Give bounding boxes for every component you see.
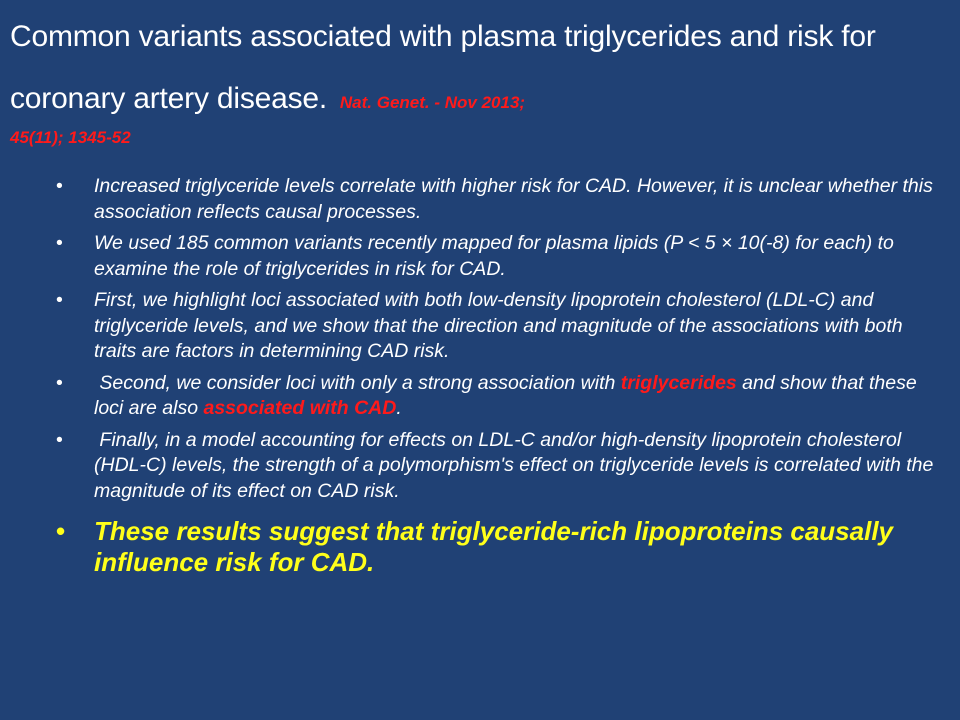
highlight-triglycerides: triglycerides (620, 371, 737, 394)
bullet-text: Second, we consider loci with only a str… (94, 372, 922, 420)
bullet-item: • Second, we consider loci with only a s… (48, 371, 938, 422)
bullet-icon: • (56, 428, 63, 451)
bullet-text-part: and show that these loci are also (94, 371, 923, 420)
bullet-icon: • (56, 289, 63, 311)
bullet-text: First, we highlight loci associated with… (94, 289, 903, 362)
bullet-item: • Finally, in a model accounting for eff… (48, 428, 938, 505)
bullet-item: • We used 185 common variants recently m… (48, 231, 938, 282)
bullet-text: Finally, in a model accounting for effec… (94, 428, 939, 502)
slide-title: Common variants associated with plasma t… (10, 6, 950, 148)
conclusion-bullet: • These results suggest that triglycerid… (48, 516, 938, 578)
bullet-icon: • (56, 371, 63, 394)
highlight-associated-with-cad: associated with CAD (203, 397, 397, 419)
title-text: Common variants associated with plasma t… (10, 20, 876, 115)
bullet-icon: • (56, 232, 63, 254)
citation: Nat. Genet. - Nov 2013; 45(11); 1345-52 (10, 93, 950, 148)
citation-line1: Nat. Genet. - Nov 2013; (339, 93, 526, 112)
bullet-icon: • (56, 516, 66, 546)
bullet-text-part: Second, we consider loci with only a str… (94, 371, 621, 394)
conclusion-text: These results suggest that triglyceride-… (94, 516, 894, 577)
bullet-list: • Increased triglyceride levels correlat… (48, 174, 938, 584)
bullet-text-part: . (396, 397, 402, 419)
bullet-item: • Increased triglyceride levels correlat… (48, 174, 938, 225)
bullet-item: • First, we highlight loci associated wi… (48, 288, 938, 365)
citation-line2: 45(11); 1345-52 (10, 128, 131, 147)
bullet-text: We used 185 common variants recently map… (94, 232, 894, 280)
bullet-icon: • (56, 175, 63, 197)
bullet-text: Increased triglyceride levels correlate … (94, 175, 933, 223)
